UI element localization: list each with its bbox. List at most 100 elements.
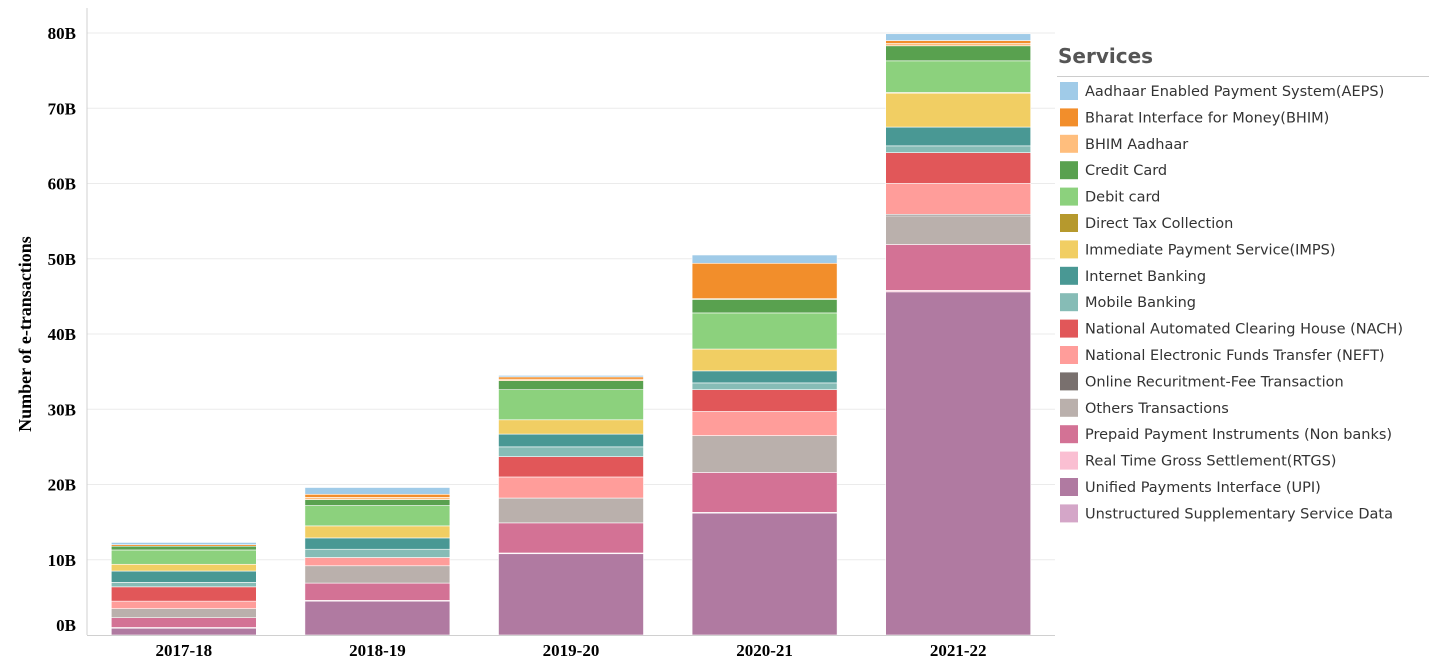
legend-swatch — [1060, 240, 1078, 259]
legend-item-label: Bharat Interface for Money(BHIM) — [1085, 110, 1329, 126]
bar-segment — [111, 617, 257, 628]
bar-segment — [304, 548, 451, 558]
bar-segment — [111, 563, 257, 572]
legend-item-label: National Automated Clearing House (NACH) — [1085, 322, 1403, 338]
bar-segment — [498, 446, 644, 457]
legend-swatch — [1060, 161, 1078, 180]
y-tick-label: 50B — [48, 250, 76, 269]
y-tick-label: 60B — [48, 175, 76, 194]
bar-segment — [111, 582, 257, 588]
bar-segment — [885, 33, 1032, 41]
bar-segment — [304, 525, 451, 539]
bar-segment — [111, 545, 257, 551]
bar-segment — [111, 542, 257, 546]
bar-segment — [304, 600, 451, 636]
legend-title: Services — [1058, 44, 1153, 68]
bar-segment — [691, 472, 838, 513]
y-tick-label: 80B — [48, 24, 76, 43]
bar-segment — [691, 389, 838, 412]
bar-segment — [885, 60, 1032, 93]
legend-item-label: Real Time Gross Settlement(RTGS) — [1085, 454, 1336, 470]
bar-segment — [498, 497, 644, 524]
bar-segment — [885, 244, 1032, 291]
bar-segment — [498, 433, 644, 448]
legend-item-label: Online Recuritment-Fee Transaction — [1085, 374, 1344, 390]
legend-swatch — [1060, 504, 1078, 523]
bar-segment — [498, 456, 644, 478]
x-tick-label: 2017-18 — [155, 641, 212, 660]
bar-segment — [691, 512, 838, 636]
x-tick-label: 2020-21 — [736, 641, 793, 660]
bar-segment — [691, 348, 838, 372]
bar-segment — [885, 40, 1032, 44]
legend-swatch — [1060, 478, 1078, 496]
bar-segment — [885, 126, 1032, 147]
legend-item-label: BHIM Aadhaar — [1085, 137, 1188, 153]
bar-segment — [691, 262, 838, 299]
legend-swatch — [1060, 214, 1078, 232]
legend-swatch — [1060, 82, 1078, 100]
legend-item-label: Debit card — [1085, 190, 1160, 206]
bars — [111, 33, 1032, 636]
y-tick-label: 70B — [48, 99, 76, 118]
bar-segment — [498, 522, 644, 554]
legend-item-label: National Electronic Funds Transfer (NEFT… — [1085, 348, 1385, 364]
legend-item-label: Immediate Payment Service(IMPS) — [1085, 242, 1336, 258]
legend-item-label: Credit Card — [1085, 163, 1167, 179]
legend-swatch — [1060, 108, 1078, 127]
bar-segment — [885, 152, 1032, 184]
legend-swatch — [1060, 187, 1078, 206]
bar-segment — [498, 553, 644, 636]
bar-segment — [111, 627, 257, 636]
legend-swatch — [1060, 425, 1078, 444]
bar-segment — [691, 435, 838, 473]
bar-segment — [885, 43, 1032, 47]
bar-segment — [498, 419, 644, 435]
bar-segment — [304, 487, 451, 495]
bar-segment — [498, 476, 644, 499]
bar-segment — [498, 375, 644, 378]
bar-segment — [304, 582, 451, 601]
bar-segment — [691, 382, 838, 390]
bar-segment — [304, 505, 451, 527]
bar-segment — [304, 499, 451, 506]
bar-segment — [885, 291, 1032, 636]
bar-segment — [304, 565, 451, 584]
bar-segment — [498, 380, 644, 390]
bar-segment — [304, 493, 451, 498]
bar-segment — [691, 299, 838, 314]
bar-segment — [498, 376, 644, 380]
legend-swatch — [1060, 293, 1078, 312]
legend-item-label: Others Transactions — [1085, 401, 1229, 417]
bar-segment — [691, 411, 838, 436]
bar-segment — [691, 370, 838, 384]
bar-segment — [111, 570, 257, 583]
legend-swatch — [1060, 346, 1078, 364]
legend-swatch — [1060, 451, 1078, 470]
legend-item-label: Internet Banking — [1085, 269, 1206, 285]
bar-segment — [885, 183, 1032, 215]
bar-segment — [111, 608, 257, 618]
bar-segment — [885, 45, 1032, 62]
bar-segment — [111, 600, 257, 609]
legend-item-label: Unstructured Supplementary Service Data — [1085, 506, 1393, 522]
legend-item-label: Aadhaar Enabled Payment System(AEPS) — [1085, 84, 1384, 100]
legend-item-label: Unified Payments Interface (UPI) — [1085, 480, 1321, 496]
legend-swatch — [1060, 134, 1078, 153]
legend-swatch — [1060, 398, 1078, 417]
bar-segment — [885, 92, 1032, 128]
bar-segment — [885, 215, 1032, 245]
y-tick-label: 40B — [48, 325, 76, 344]
legend-swatch — [1060, 266, 1078, 285]
bar-segment — [885, 145, 1032, 153]
bar-segment — [304, 496, 451, 500]
legend-swatch — [1060, 319, 1078, 338]
bar-segment — [304, 537, 451, 550]
bar-segment — [498, 389, 644, 421]
x-tick-label: 2018-19 — [349, 641, 406, 660]
legend-item-label: Mobile Banking — [1085, 295, 1196, 311]
legend: Services Aadhaar Enabled Payment System(… — [1057, 44, 1429, 523]
y-tick-label: 0B — [56, 616, 76, 635]
legend-item-label: Prepaid Payment Instruments (Non banks) — [1085, 427, 1392, 443]
